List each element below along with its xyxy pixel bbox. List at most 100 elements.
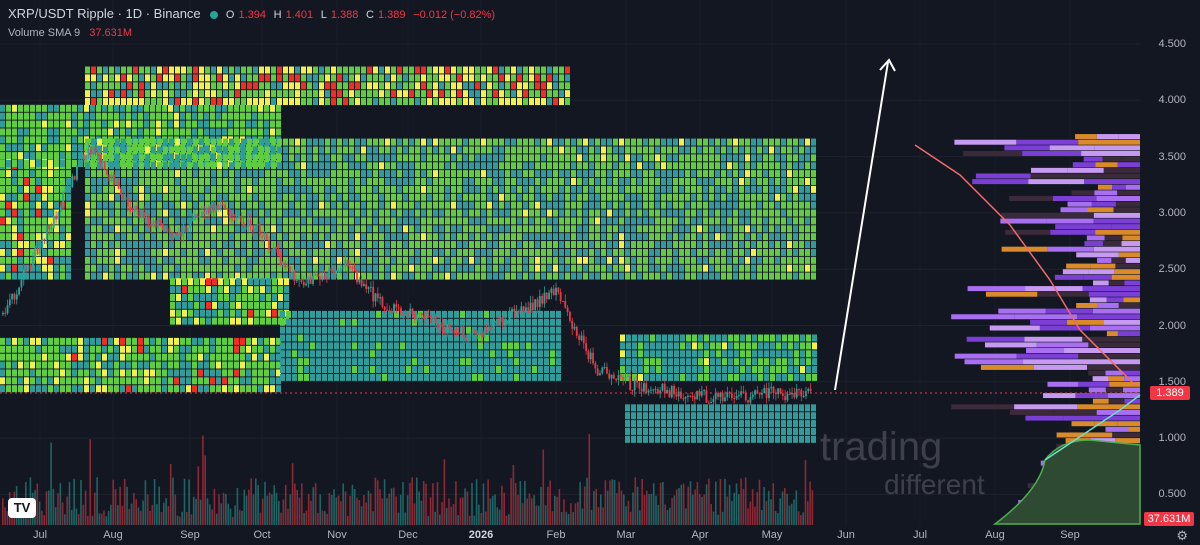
- heatmap-cell: [415, 146, 420, 154]
- heatmap-cell: [781, 193, 786, 201]
- heatmap-cell: [151, 74, 156, 82]
- heatmap-cell: [85, 217, 90, 225]
- heatmap-cell: [176, 278, 181, 286]
- heatmap-cell: [547, 209, 552, 217]
- heatmap-cell: [218, 309, 223, 317]
- heatmap-cell: [102, 104, 107, 112]
- heatmap-cell: [532, 373, 537, 381]
- heatmap-cell: [427, 90, 432, 98]
- heatmap-cell: [439, 193, 444, 201]
- heatmap-cell: [781, 427, 786, 435]
- candle-body: [194, 214, 196, 220]
- heatmap-cell: [60, 136, 65, 144]
- heatmap-cell: [397, 201, 402, 209]
- volume-bar: [238, 509, 241, 525]
- heatmap-cell: [145, 177, 150, 185]
- heatmap-cell: [78, 337, 83, 345]
- heatmap-cell: [252, 361, 257, 369]
- heatmap-cell: [24, 104, 29, 112]
- heatmap-cell: [325, 185, 330, 193]
- heatmap-cell: [260, 278, 265, 286]
- candle-body: [231, 218, 233, 220]
- heatmap-cell: [517, 248, 522, 256]
- heatmap-cell: [607, 170, 612, 178]
- volume-bar: [758, 479, 761, 525]
- heatmap-cell: [547, 272, 552, 280]
- heatmap-cell: [481, 201, 486, 209]
- heatmap-cell: [271, 177, 276, 185]
- heatmap-cell: [751, 162, 756, 170]
- heatmap-cell: [655, 185, 660, 193]
- heatmap-cell: [626, 366, 631, 374]
- heatmap-cell: [511, 170, 516, 178]
- heatmap-cell: [757, 233, 762, 241]
- volume-bar: [163, 502, 165, 525]
- heatmap-cell: [276, 128, 281, 136]
- heatmap-cell: [85, 98, 90, 106]
- heatmap-cell: [655, 225, 660, 233]
- heatmap-cell: [703, 272, 708, 280]
- heatmap-cell: [475, 185, 480, 193]
- heatmap-cell: [175, 90, 180, 98]
- heatmap-cell: [91, 66, 96, 74]
- heatmap-cell: [236, 293, 241, 301]
- heatmap-cell: [505, 177, 510, 185]
- heatmap-cell: [739, 146, 744, 154]
- heatmap-cell: [607, 209, 612, 217]
- candle-body: [245, 227, 247, 229]
- heatmap-cell: [439, 241, 444, 249]
- heatmap-cell: [487, 170, 492, 178]
- heatmap-cell: [532, 334, 537, 342]
- heatmap-cell: [358, 310, 363, 318]
- heatmap-cell: [114, 120, 119, 128]
- heatmap-cell: [685, 146, 690, 154]
- heatmap-cell: [337, 146, 342, 154]
- heatmap-cell: [241, 201, 246, 209]
- heatmap-cell: [745, 170, 750, 178]
- heatmap-cell: [388, 366, 393, 374]
- heatmap-cell: [18, 361, 23, 369]
- heatmap-cell: [355, 138, 360, 146]
- heatmap-cell: [48, 361, 53, 369]
- heatmap-cell: [277, 90, 282, 98]
- heatmap-cell: [91, 177, 96, 185]
- heatmap-cell: [151, 154, 156, 162]
- heatmap-cell: [751, 209, 756, 217]
- heatmap-cell: [277, 264, 282, 272]
- heatmap-cell: [258, 385, 263, 393]
- heatmap-cell: [559, 201, 564, 209]
- heatmap-cell: [242, 278, 247, 286]
- heatmap-cell: [782, 373, 787, 381]
- heatmap-cell: [192, 120, 197, 128]
- heatmap-cell: [175, 98, 180, 106]
- heatmap-cell: [156, 369, 161, 377]
- heatmap-cell: [751, 420, 756, 428]
- volume-bar: [140, 510, 142, 525]
- heatmap-cell: [526, 342, 531, 350]
- heatmap-cell: [277, 272, 282, 280]
- heatmap-cell: [90, 385, 95, 393]
- heatmap-cell: [727, 272, 732, 280]
- heatmap-cell: [472, 358, 477, 366]
- heatmap-cell: [241, 233, 246, 241]
- heatmap-cell: [632, 373, 637, 381]
- heatmap-cell: [626, 373, 631, 381]
- heatmap-cell: [241, 177, 246, 185]
- heatmap-cell: [174, 377, 179, 385]
- candle-body: [124, 197, 127, 200]
- heatmap-cell: [805, 412, 810, 420]
- heatmap-cell: [85, 201, 90, 209]
- heatmap-cell: [54, 185, 59, 193]
- heatmap-cell: [442, 310, 447, 318]
- heatmap-cell: [697, 435, 702, 443]
- heatmap-cell: [613, 154, 618, 162]
- candle-body: [108, 174, 111, 182]
- heatmap-cell: [163, 201, 168, 209]
- heatmap-cell: [102, 377, 107, 385]
- heatmap-cell: [679, 420, 684, 428]
- heatmap-cell: [733, 201, 738, 209]
- heatmap-cell: [170, 278, 175, 286]
- heatmap-cell: [517, 185, 522, 193]
- heatmap-cell: [763, 177, 768, 185]
